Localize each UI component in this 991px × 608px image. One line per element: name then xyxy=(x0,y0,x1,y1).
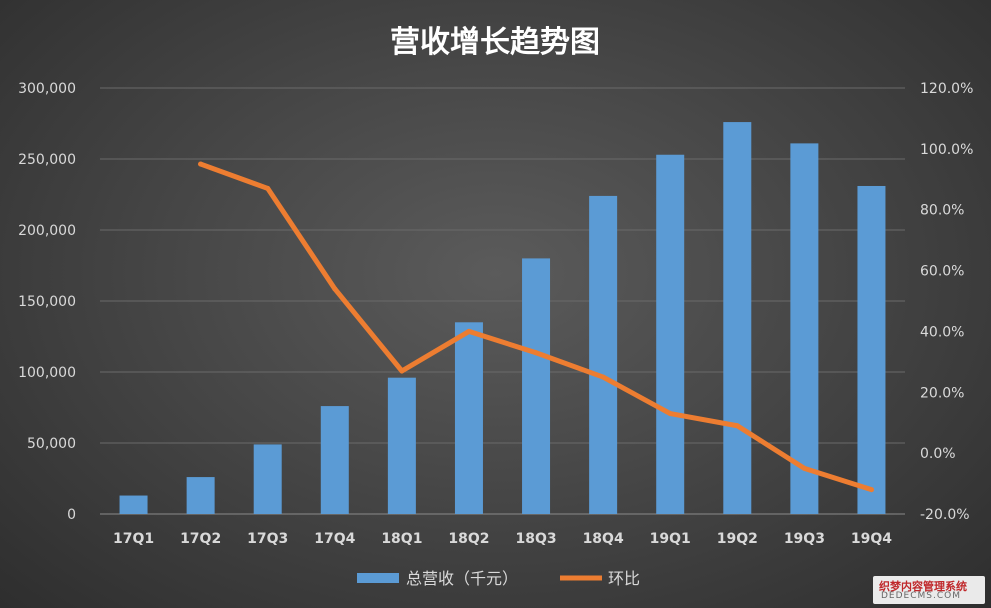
legend: 总营收（千元） 环比 xyxy=(357,569,640,588)
bar xyxy=(589,195,618,515)
right-axis-tick-label: 40.0% xyxy=(920,324,964,340)
right-axis-tick-label: -20.0% xyxy=(920,507,970,523)
line-point xyxy=(399,368,405,374)
axes: 0 50,000 100,000 150,000 200,000 250,000 300,0… xyxy=(18,81,973,547)
bar xyxy=(320,406,349,514)
bar xyxy=(387,377,416,514)
legend-label-bar: 总营收（千元） xyxy=(406,569,518,588)
line-point xyxy=(801,465,807,471)
x-axis-tick-label: 17Q2 xyxy=(180,531,221,547)
bar xyxy=(723,122,752,514)
bar xyxy=(656,154,685,515)
left-axis-tick-label: 100,000 xyxy=(18,365,76,381)
bar xyxy=(253,444,282,514)
bar xyxy=(790,143,819,514)
line-point xyxy=(265,185,271,191)
line-series xyxy=(198,161,874,493)
line-point xyxy=(868,487,874,493)
x-axis-tick-label: 19Q4 xyxy=(851,531,892,547)
x-axis-tick-label: 19Q1 xyxy=(650,531,691,547)
watermark-line2: DEDECMS.COM xyxy=(881,591,961,601)
line-point xyxy=(533,350,539,356)
line-point xyxy=(332,286,338,292)
bar xyxy=(857,185,886,515)
left-axis-tick-label: 250,000 xyxy=(18,152,76,168)
left-axis-tick-label: 200,000 xyxy=(18,223,76,239)
line-point xyxy=(734,423,740,429)
right-axis-tick-label: 0.0% xyxy=(920,446,956,462)
x-axis-tick-label: 18Q2 xyxy=(448,531,489,547)
x-axis-tick-label: 17Q4 xyxy=(314,531,355,547)
right-axis-tick-label: 120.0% xyxy=(920,81,973,97)
left-axis-tick-label: 0 xyxy=(67,507,76,523)
x-axis-tick-label: 18Q4 xyxy=(583,531,624,547)
line-point xyxy=(466,328,472,334)
line-point xyxy=(198,161,204,167)
gridlines xyxy=(100,87,905,515)
x-axis-tick-label: 17Q1 xyxy=(113,531,154,547)
bar xyxy=(454,322,483,514)
left-axis-tick-label: 300,000 xyxy=(18,81,76,97)
bar xyxy=(119,495,148,514)
watermark-logo: 织梦内容管理系统 DEDECMS.COM xyxy=(873,576,985,604)
left-axis-tick-label: 50,000 xyxy=(27,436,76,452)
x-axis-tick-label: 18Q1 xyxy=(381,531,422,547)
right-axis-tick-label: 80.0% xyxy=(920,203,964,219)
legend-label-line: 环比 xyxy=(608,569,640,588)
bar xyxy=(186,477,215,514)
x-axis-tick-label: 19Q2 xyxy=(717,531,758,547)
chart-title: 营收增长趋势图 xyxy=(390,25,600,60)
x-axis-tick-label: 18Q3 xyxy=(515,531,556,547)
legend-swatch-bar xyxy=(357,573,399,583)
watermark-line1: 织梦内容管理系统 xyxy=(879,580,967,593)
line-point xyxy=(667,411,673,417)
right-axis-tick-label: 20.0% xyxy=(920,385,964,401)
left-axis-tick-label: 150,000 xyxy=(18,294,76,310)
bar-series xyxy=(119,122,886,515)
x-axis-tick-label: 17Q3 xyxy=(247,531,288,547)
right-axis-tick-label: 60.0% xyxy=(920,264,964,280)
x-axis-tick-label: 19Q3 xyxy=(784,531,825,547)
right-axis-tick-label: 100.0% xyxy=(920,142,973,158)
line-point xyxy=(600,374,606,380)
bar xyxy=(522,258,551,514)
